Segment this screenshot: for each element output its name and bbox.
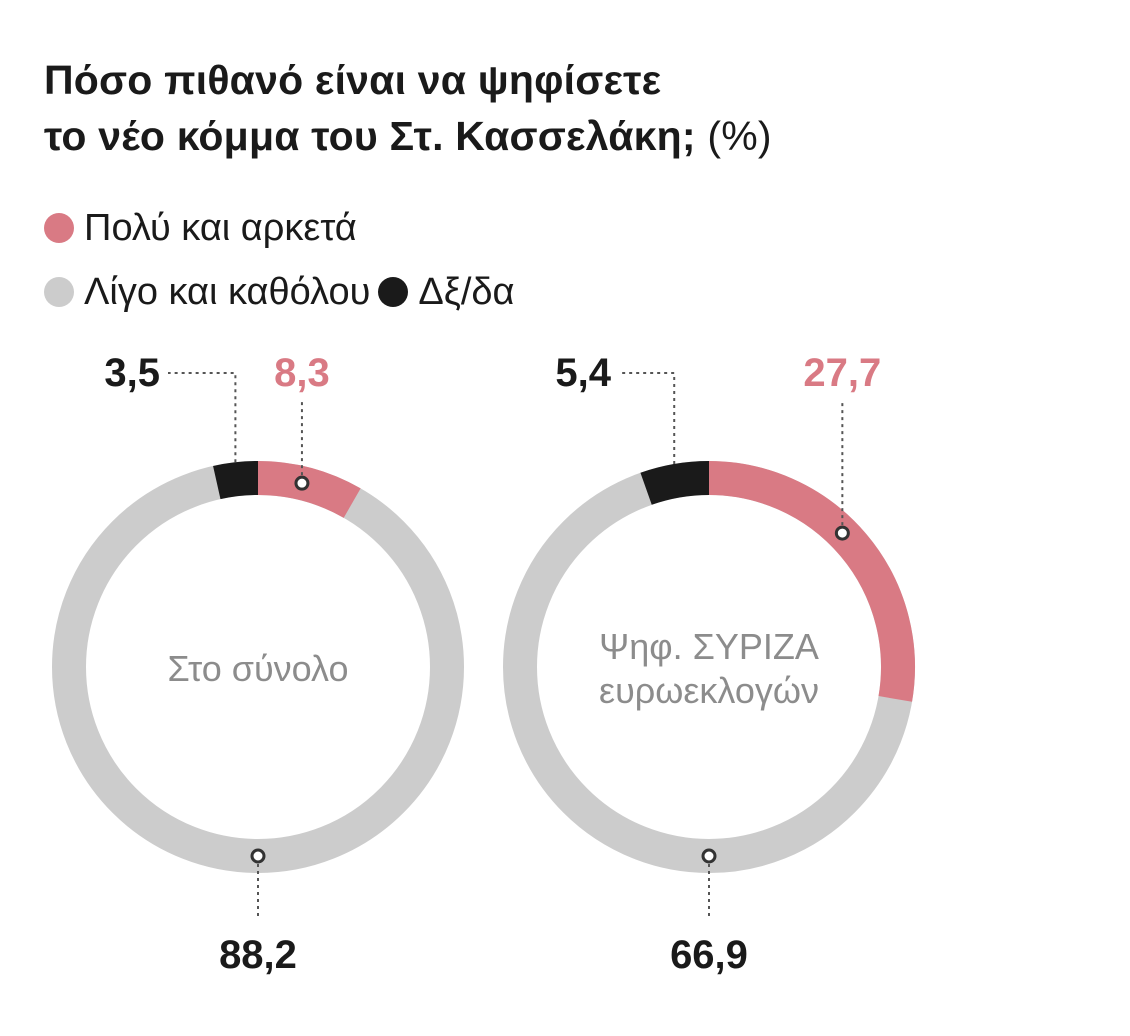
- title-line-2: το νέο κόμμα του Στ. Κασσελάκη;: [44, 113, 696, 159]
- marker-high: [834, 525, 850, 541]
- value-label-high: 27,7: [803, 351, 881, 395]
- center-label-line-2: ευρωεκλογών: [599, 670, 819, 711]
- marker-high: [294, 475, 310, 491]
- marker-low: [250, 848, 266, 864]
- slice-dontknow: [640, 461, 710, 505]
- legend-swatch-high: [44, 213, 74, 243]
- center-label-line-1: Στο σύνολο: [168, 648, 349, 689]
- leader-line-dontknow: [619, 372, 676, 464]
- center-label-line-1: Ψηφ. ΣΥΡΙΖΑ: [599, 626, 819, 667]
- title-line-1: Πόσο πιθανό είναι να ψηφίσετε: [44, 57, 662, 103]
- title-unit: (%): [707, 113, 772, 159]
- value-label-dontknow: 3,5: [104, 351, 160, 395]
- leader-line-dontknow: [168, 372, 237, 463]
- legend-swatch-dontknow: [378, 277, 409, 307]
- legend-item-high: Πολύ και αρκετά: [44, 196, 357, 260]
- value-label-dontknow: 5,4: [555, 351, 611, 395]
- legend: Πολύ και αρκετά Λίγο και καθόλου Δξ/δα: [44, 196, 523, 324]
- legend-row-1: Πολύ και αρκετά: [44, 196, 523, 260]
- slice-dontknow: [213, 461, 259, 500]
- legend-label-high: Πολύ και αρκετά: [84, 207, 357, 249]
- marker-low: [701, 848, 717, 864]
- legend-label-low: Λίγο και καθόλου: [84, 271, 371, 313]
- legend-item-dontknow: Δξ/δα: [378, 260, 515, 324]
- donut-chart-1: Στο σύνολο 8,3 3,5 88,2: [52, 351, 464, 977]
- legend-swatch-low: [44, 277, 74, 307]
- legend-row-2: Λίγο και καθόλου Δξ/δα: [44, 260, 523, 324]
- legend-label-dontknow: Δξ/δα: [418, 271, 515, 313]
- chart-title: Πόσο πιθανό είναι να ψηφίσετε το νέο κόμ…: [44, 52, 772, 164]
- value-label-low: 88,2: [219, 933, 297, 977]
- legend-item-low: Λίγο και καθόλου: [44, 260, 370, 324]
- value-label-low: 66,9: [670, 933, 748, 977]
- value-label-high: 8,3: [274, 351, 330, 395]
- slice-high: [708, 461, 915, 702]
